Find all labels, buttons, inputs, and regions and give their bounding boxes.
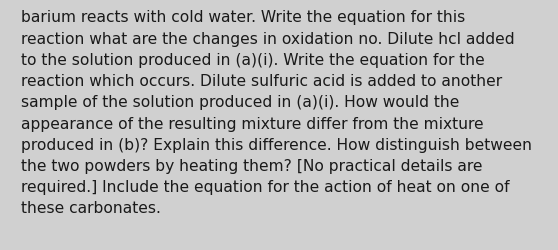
Text: barium reacts with cold water. Write the equation for this
reaction what are the: barium reacts with cold water. Write the… bbox=[21, 10, 532, 216]
